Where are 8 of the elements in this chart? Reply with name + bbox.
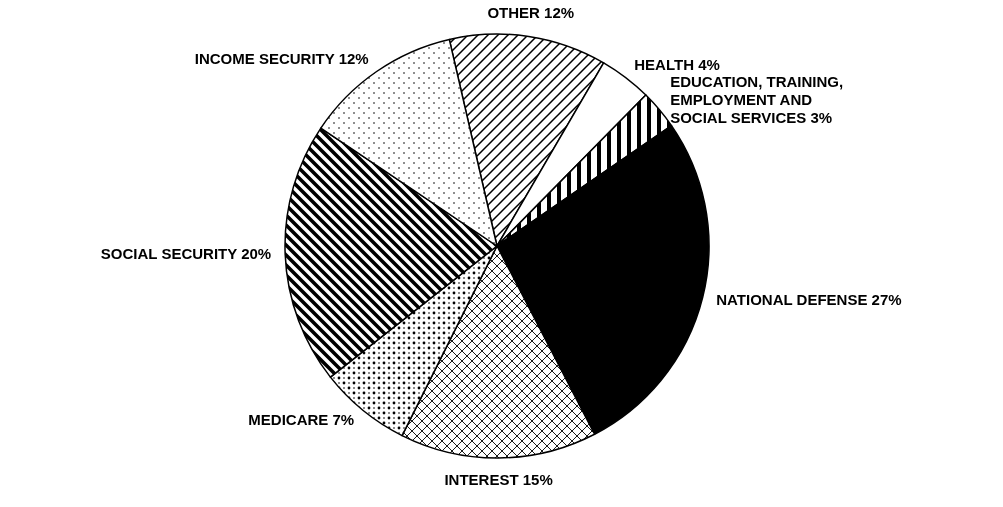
- slice-label: INCOME SECURITY 12%: [194, 49, 369, 67]
- slice-label: NATIONAL DEFENSE 27%: [716, 290, 902, 308]
- slice-label: INTEREST 15%: [444, 470, 553, 488]
- slice-label: MEDICARE 7%: [248, 411, 355, 429]
- slice-label: EDUCATION, TRAINING, EMPLOYMENT AND SOCIAL SERVICES 3%: [670, 72, 844, 126]
- slice-label: SOCIAL SECURITY 20%: [100, 244, 272, 262]
- slice-label: OTHER 12%: [487, 3, 575, 21]
- slice-label: HEALTH 4%: [634, 56, 720, 74]
